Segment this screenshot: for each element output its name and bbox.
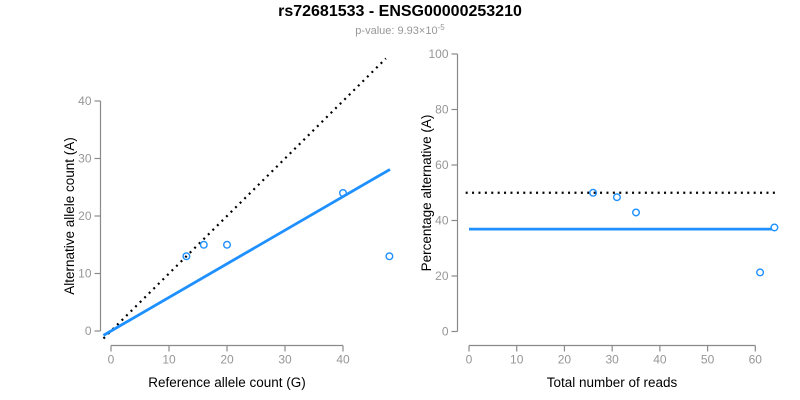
x-tick-label: 20 xyxy=(558,353,572,367)
figure-subtitle: p-value: 9.93×10-5 xyxy=(0,23,800,37)
y-tick-label: 100 xyxy=(428,47,448,61)
data-point xyxy=(632,208,641,217)
x-tick-label: 60 xyxy=(749,353,763,367)
y-tick-label: 40 xyxy=(78,94,92,108)
data-point xyxy=(199,240,208,249)
data-point xyxy=(339,188,348,197)
x-tick-label: 40 xyxy=(653,353,667,367)
x-axis-title: Reference allele count (G) xyxy=(148,375,306,390)
y-tick-label: 20 xyxy=(78,209,92,223)
p-value-text: p-value: 9.93×10 xyxy=(355,25,438,37)
x-tick-label: 20 xyxy=(220,353,234,367)
x-tick-label: 0 xyxy=(466,353,473,367)
data-point xyxy=(589,188,598,197)
identity-line-dotted xyxy=(102,57,387,340)
x-tick-label: 40 xyxy=(336,353,350,367)
x-tick-label: 30 xyxy=(278,353,292,367)
y-tick-label: 0 xyxy=(85,324,92,338)
x-tick-label: 10 xyxy=(510,353,524,367)
data-point xyxy=(182,252,191,261)
y-tick-label: 80 xyxy=(435,103,449,117)
y-tick-label: 40 xyxy=(435,214,449,228)
x-tick-label: 0 xyxy=(108,353,115,367)
y-axis-title: Alternative allele count (A) xyxy=(62,137,77,295)
y-tick-label: 0 xyxy=(442,325,449,339)
x-tick-label: 50 xyxy=(701,353,715,367)
x-axis-title: Total number of reads xyxy=(547,375,678,390)
p-value-exponent: -5 xyxy=(437,23,445,32)
y-tick-label: 60 xyxy=(435,158,449,172)
figure-title: rs72681533 - ENSG00000253210 xyxy=(278,3,522,20)
x-tick-label: 30 xyxy=(605,353,619,367)
x-tick-label: 10 xyxy=(162,353,176,367)
data-point xyxy=(222,240,231,249)
data-point xyxy=(770,223,779,232)
y-tick-label: 30 xyxy=(78,152,92,166)
y-tick-label: 20 xyxy=(435,269,449,283)
data-point xyxy=(612,193,621,202)
data-point xyxy=(385,252,394,261)
y-tick-label: 10 xyxy=(78,267,92,281)
data-point xyxy=(756,268,765,277)
fit-line-solid xyxy=(102,168,391,337)
y-axis-title: Percentage alternative (A) xyxy=(419,115,434,272)
